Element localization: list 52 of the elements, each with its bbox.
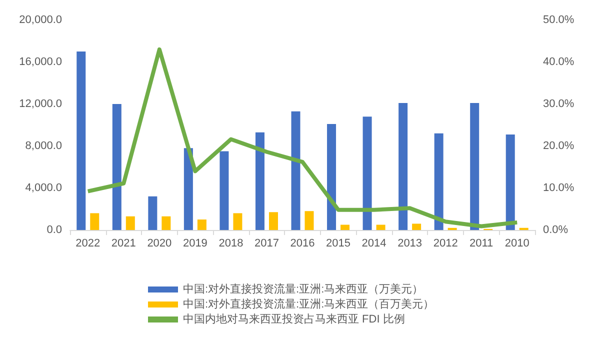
legend-label: 中国:对外直接投资流量:亚洲:马来西亚（百万美元） (183, 298, 434, 310)
x-tick-label: 2012 (433, 238, 458, 250)
x-tick-label: 2015 (326, 238, 351, 250)
y-tick-label: 16,000.0 (19, 56, 62, 68)
bar (197, 220, 206, 230)
y2-tick-label: 40.0% (543, 56, 574, 68)
line-series (86, 47, 520, 228)
bar (220, 151, 229, 230)
x-tick-label: 2014 (362, 238, 386, 250)
bar (412, 224, 422, 230)
x-tick-label: 2018 (218, 238, 244, 250)
bar (233, 213, 242, 230)
bar (340, 224, 350, 230)
y2-tick-label: 30.0% (543, 98, 574, 110)
y-tick-label: 0.0 (46, 224, 62, 236)
y-tick-label: 12,000.0 (19, 98, 62, 110)
bar (268, 212, 278, 230)
y2-tick-label: 20.0% (543, 140, 574, 152)
bar (76, 52, 86, 230)
bar (291, 111, 300, 230)
bar (376, 224, 386, 230)
bar (126, 216, 135, 230)
bar (112, 104, 122, 230)
x-tick-label: 2010 (504, 238, 530, 250)
bar (327, 124, 336, 230)
legend-label: 中国:对外直接投资流量:亚洲:马来西亚（万美元） (183, 282, 424, 296)
x-tick-label: 2020 (147, 238, 172, 250)
x-tick-label: 2016 (290, 238, 315, 250)
x-tick-label: 2022 (76, 238, 100, 250)
bar (184, 148, 193, 230)
bar (304, 211, 314, 230)
bar (255, 132, 264, 230)
y-tick-label: 20,000.0 (19, 14, 62, 26)
x-tick-label: 2019 (182, 238, 208, 250)
bar (506, 134, 515, 230)
bar (90, 213, 100, 230)
y2-tick-label: 0.0% (543, 224, 568, 236)
y-tick-label: 4,000.0 (25, 182, 62, 194)
bar (434, 133, 444, 230)
bar (398, 102, 408, 230)
x-tick-label: 2013 (398, 238, 422, 250)
bar (470, 102, 480, 230)
bar (148, 196, 158, 230)
x-tick-label: 2011 (470, 238, 494, 250)
x-tick-label: 2021 (111, 238, 136, 250)
legend-label: 中国内地对马来西亚投资占马来西亚 FDI 比例 (183, 312, 405, 326)
bar (362, 116, 372, 230)
y-tick-label: 8,000.0 (25, 140, 62, 152)
y2-tick-label: 10.0% (543, 182, 574, 194)
bar (162, 216, 171, 230)
y2-tick-label: 50.0% (543, 14, 574, 26)
x-tick-label: 2017 (254, 238, 279, 250)
